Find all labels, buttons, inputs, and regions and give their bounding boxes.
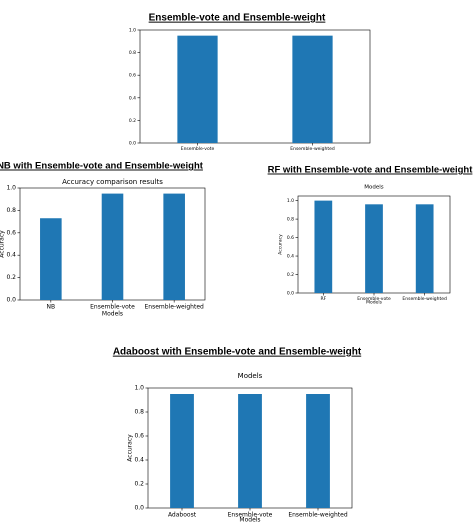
x-tick-label: RF — [320, 296, 326, 302]
x-tick-label: Ensemble-weighted — [145, 304, 205, 311]
y-tick-label: 0.8 — [287, 217, 294, 223]
bar — [306, 394, 330, 508]
x-tick-label: Adaboost — [168, 512, 197, 519]
y-tick-label: 1.0 — [129, 28, 136, 34]
y-axis-label: Accuracy — [278, 234, 284, 255]
y-tick-label: 0.6 — [134, 433, 144, 440]
bar — [365, 204, 383, 293]
x-axis-label: Models — [102, 311, 123, 318]
y-tick-label: 0.0 — [6, 297, 16, 304]
y-tick-label: 0.2 — [129, 118, 136, 124]
x-tick-label: Ensemble-vote — [357, 296, 391, 302]
x-tick-label: NB — [47, 304, 56, 311]
bar — [292, 35, 333, 143]
y-tick-label: 0.6 — [129, 73, 136, 79]
x-tick-label: Ensemble-weighted — [288, 512, 348, 519]
bar — [163, 193, 185, 300]
y-tick-label: 1.0 — [134, 385, 144, 392]
bar — [177, 35, 218, 143]
y-tick-label: 0.8 — [134, 409, 144, 416]
y-tick-label: 0.0 — [287, 291, 294, 297]
chart-heading: Ensemble-vote and Ensemble-weight — [149, 13, 326, 24]
y-tick-label: 1.0 — [6, 185, 16, 192]
y-tick-label: 0.8 — [6, 207, 16, 214]
y-axis-label: Accuracy — [127, 434, 134, 462]
bar — [314, 200, 333, 293]
x-axis-label: Models — [366, 300, 383, 306]
y-tick-label: 0.2 — [287, 272, 294, 278]
chart-heading: NB with Ensemble-vote and Ensemble-weigh… — [0, 161, 204, 172]
y-axis-label: Accuracy — [0, 230, 6, 258]
chart-title: Models — [238, 372, 263, 380]
plot-frame — [139, 29, 371, 144]
y-tick-label: 0.8 — [129, 50, 136, 56]
y-tick-label: 0.2 — [134, 481, 144, 488]
y-tick-label: 0.6 — [287, 235, 294, 241]
bar — [415, 204, 434, 293]
chart-title: Accuracy comparison results — [62, 178, 163, 186]
bar — [40, 218, 62, 300]
x-axis-label: Models — [239, 517, 260, 524]
bar — [238, 394, 262, 508]
x-tick-label: Ensemble-weighted — [402, 296, 447, 302]
y-tick-label: 0.4 — [6, 252, 16, 259]
x-tick-label: Ensemble-vote — [181, 146, 215, 152]
y-tick-label: 0.2 — [6, 274, 16, 281]
x-tick-label: Ensemble-vote — [228, 512, 273, 519]
y-tick-label: 1.0 — [287, 198, 294, 204]
y-tick-label: 0.0 — [134, 505, 144, 512]
y-tick-label: 0.4 — [129, 95, 136, 101]
bar — [101, 193, 124, 300]
x-tick-label: Ensemble-weighted — [290, 146, 335, 152]
bar — [170, 394, 194, 508]
x-tick-label: Ensemble-vote — [90, 304, 135, 311]
y-tick-label: 0.4 — [287, 254, 294, 260]
y-tick-label: 0.4 — [134, 457, 144, 464]
y-tick-label: 0.6 — [6, 229, 16, 236]
chart-title: Models — [364, 185, 384, 191]
chart-heading: Adaboost with Ensemble-vote and Ensemble… — [113, 347, 362, 358]
y-tick-label: 0.0 — [129, 141, 136, 147]
chart-heading: RF with Ensemble-vote and Ensemble-weigh… — [268, 165, 474, 176]
